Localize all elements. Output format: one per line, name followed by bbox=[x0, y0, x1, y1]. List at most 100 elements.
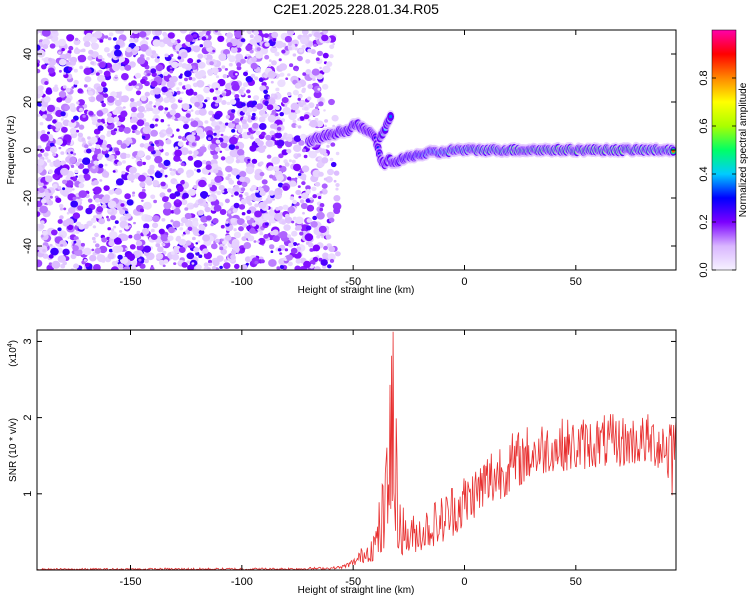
snr-x-tick-label: -100 bbox=[231, 576, 253, 588]
heatmap-noise-cell bbox=[183, 118, 187, 122]
heatmap-noise-cell bbox=[220, 141, 228, 149]
heatmap-noise-cell bbox=[188, 188, 196, 196]
heatmap-noise-cell bbox=[59, 215, 64, 220]
heatmap-noise-cell bbox=[212, 259, 220, 267]
heatmap-noise-cell bbox=[106, 236, 111, 241]
heatmap-noise-cell bbox=[327, 168, 334, 176]
heatmap-noise-cell bbox=[299, 199, 305, 204]
heatmap-noise-cell bbox=[92, 166, 96, 169]
heatmap-noise-cell bbox=[113, 128, 118, 132]
heatmap-noise-cell bbox=[82, 157, 91, 165]
heatmap-noise-cell bbox=[284, 213, 290, 218]
heatmap-noise-cell bbox=[41, 129, 46, 134]
heatmap-noise-cell bbox=[193, 91, 198, 96]
heatmap-noise-cell bbox=[99, 39, 104, 43]
heatmap-noise-cell bbox=[158, 145, 163, 150]
heatmap-noise-cell bbox=[150, 129, 159, 137]
heatmap-noise-cell bbox=[215, 89, 221, 95]
spectrogram-x-tick-label: -50 bbox=[345, 276, 361, 288]
heatmap-noise-cell bbox=[312, 194, 318, 199]
heatmap-noise-cell bbox=[301, 181, 306, 186]
heatmap-noise-cell bbox=[139, 143, 145, 148]
heatmap-noise-cell bbox=[335, 183, 340, 187]
heatmap-noise-cell bbox=[190, 109, 194, 112]
heatmap-noise-cell bbox=[117, 254, 123, 260]
heatmap-noise-cell bbox=[184, 207, 189, 211]
heatmap-noise-cell bbox=[136, 100, 142, 107]
heatmap-noise-cell bbox=[93, 114, 96, 117]
heatmap-noise-cell bbox=[328, 98, 335, 106]
heatmap-noise-cell bbox=[97, 74, 106, 83]
heatmap-noise-cell bbox=[276, 126, 282, 131]
heatmap-noise-cell bbox=[270, 80, 274, 84]
heatmap-noise-cell bbox=[70, 200, 79, 208]
heatmap-noise-cell bbox=[184, 212, 192, 220]
heatmap-noise-cell bbox=[106, 116, 115, 124]
heatmap-noise-cell bbox=[192, 221, 199, 227]
heatmap-noise-cell bbox=[76, 101, 80, 105]
heatmap-noise-cell bbox=[162, 196, 169, 203]
heatmap-noise-cell bbox=[253, 95, 260, 101]
heatmap-noise-cell bbox=[98, 218, 106, 225]
heatmap-noise-cell bbox=[268, 190, 275, 196]
heatmap-noise-cell bbox=[213, 204, 222, 212]
heatmap-noise-cell bbox=[161, 242, 165, 246]
heatmap-noise-cell bbox=[207, 137, 212, 141]
heatmap-noise-cell bbox=[47, 125, 52, 130]
heatmap-noise-cell bbox=[69, 127, 78, 135]
heatmap-noise-cell bbox=[250, 62, 258, 70]
heatmap-noise-cell bbox=[247, 115, 252, 119]
heatmap-noise-cell bbox=[150, 228, 155, 233]
heatmap-noise-cell bbox=[180, 147, 189, 156]
heatmap-noise-cell bbox=[255, 189, 259, 193]
heatmap-noise-cell bbox=[304, 106, 309, 111]
heatmap-noise-cell bbox=[79, 198, 83, 202]
heatmap-noise-cell bbox=[40, 133, 49, 142]
heatmap-noise-cell bbox=[142, 126, 152, 134]
heatmap-noise-cell bbox=[329, 44, 335, 50]
heatmap-noise-cell bbox=[251, 56, 257, 63]
heatmap-noise-cell bbox=[294, 156, 298, 159]
heatmap-noise-cell bbox=[223, 245, 228, 249]
heatmap-noise-cell bbox=[263, 33, 269, 38]
heatmap-noise-cell bbox=[329, 217, 335, 223]
heatmap-noise-cell bbox=[125, 46, 132, 53]
heatmap-noise-cell bbox=[145, 49, 154, 57]
heatmap-noise-cell bbox=[146, 180, 153, 186]
heatmap-noise-cell bbox=[114, 44, 121, 50]
heatmap-noise-cell bbox=[202, 248, 209, 254]
heatmap-noise-cell bbox=[77, 99, 86, 106]
heatmap-noise-cell bbox=[286, 148, 292, 154]
heatmap-noise-cell bbox=[130, 119, 135, 123]
heatmap-noise-cell bbox=[120, 203, 125, 207]
heatmap-noise-cell bbox=[263, 74, 268, 79]
heatmap-noise-cell bbox=[214, 125, 221, 131]
heatmap-noise-cell bbox=[145, 143, 149, 146]
heatmap-noise-cell bbox=[212, 96, 217, 101]
heatmap-noise-cell bbox=[138, 191, 147, 199]
heatmap-noise-cell bbox=[116, 245, 124, 253]
heatmap-noise-cell bbox=[176, 235, 182, 241]
heatmap-noise-cell bbox=[242, 223, 248, 228]
heatmap-noise-cell bbox=[221, 92, 226, 97]
heatmap-noise-cell bbox=[187, 58, 194, 64]
heatmap-noise-cell bbox=[205, 164, 212, 170]
heatmap-noise-cell bbox=[93, 30, 103, 39]
heatmap-noise-cell bbox=[189, 204, 194, 210]
heatmap-noise-cell bbox=[37, 200, 43, 208]
heatmap-noise-cell bbox=[230, 218, 236, 223]
heatmap-noise-cell bbox=[60, 244, 64, 247]
heatmap-noise-cell bbox=[234, 263, 240, 269]
heatmap-noise-cell bbox=[136, 160, 143, 167]
heatmap-noise-cell bbox=[129, 244, 136, 250]
heatmap-noise-cell bbox=[74, 169, 79, 174]
heatmap-noise-cell bbox=[215, 238, 220, 244]
heatmap-noise-cell bbox=[227, 173, 232, 178]
heatmap-noise-cell bbox=[170, 210, 175, 214]
heatmap-noise-cell bbox=[302, 72, 307, 76]
heatmap-noise-cell bbox=[104, 123, 107, 127]
snr-y-tick-label: 2 bbox=[22, 415, 34, 421]
spectrogram-y-tick-label: -20 bbox=[22, 190, 34, 206]
heatmap-noise-cell bbox=[152, 107, 161, 115]
heatmap-noise-cell bbox=[58, 203, 64, 209]
